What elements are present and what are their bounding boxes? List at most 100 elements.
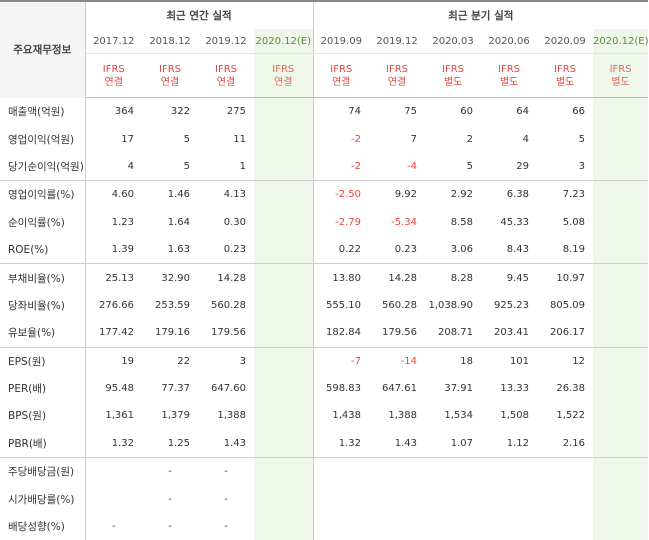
table-cell: 1,388: [388, 410, 418, 422]
consolidation-label: 별도: [499, 76, 519, 88]
table-cell: 179.56: [369, 319, 426, 348]
consolidation-label: 별도: [555, 76, 575, 88]
table-cell: 1,038.90: [428, 299, 474, 311]
table-cell: [537, 485, 593, 512]
table-cell: 5: [183, 133, 190, 145]
table-cell: [593, 512, 649, 540]
table-cell: 8.43: [481, 235, 538, 265]
table-cell: [593, 429, 649, 459]
table-cell: [593, 263, 649, 292]
row-label: ROE(%): [0, 235, 86, 265]
report-type-header: IFRS 별도: [481, 53, 538, 98]
period-header: 2020.12(E): [593, 29, 649, 54]
table-cell: -5.34: [391, 216, 418, 228]
table-row: 주당배당금(원) - -: [0, 457, 649, 486]
table-cell: 9.92: [394, 189, 418, 201]
table-cell: [369, 485, 425, 512]
table-cell: 177.42: [85, 319, 142, 348]
table-cell: 2: [466, 133, 474, 145]
table-cell: 60: [460, 106, 474, 118]
report-type-header: IFRS 연결: [85, 53, 142, 98]
table-cell: [313, 458, 369, 486]
table-cell: -14: [400, 355, 418, 367]
table-cell: 1.64: [167, 216, 190, 228]
report-standard-label: IFRS: [609, 63, 632, 75]
table-cell: [85, 458, 142, 486]
table-cell: [254, 347, 314, 375]
row-label: 당기순이익(억원): [0, 152, 86, 182]
table-cell: 32.90: [161, 272, 190, 284]
table-cell: 276.66: [99, 299, 134, 311]
consolidation-label: 연결: [216, 76, 236, 88]
table-cell: 1.32: [85, 429, 142, 459]
table-cell: [313, 513, 369, 540]
table-cell: -2: [351, 133, 362, 145]
period-header: 2019.12: [198, 29, 254, 54]
table-cell: -: [224, 466, 228, 478]
table-cell: -2.50: [335, 189, 362, 201]
table-cell: [593, 374, 649, 403]
table-cell: 206.17: [537, 319, 594, 348]
table-cell: [425, 513, 481, 540]
table-cell: [254, 263, 314, 292]
table-row: 당기순이익(억원) 4 5 1 -2 -4 5 29 3: [0, 152, 649, 182]
report-standard-label: IFRS: [159, 63, 181, 75]
report-type-header: IFRS 연결: [198, 53, 254, 98]
table-cell: 3: [239, 355, 246, 367]
report-type-header: IFRS 별도: [425, 53, 482, 98]
table-row: 당좌비율(%) 276.66 253.59 560.28 555.10 560.28 1,0…: [0, 291, 649, 320]
table-cell: [369, 458, 425, 486]
table-cell: [254, 125, 314, 153]
table-cell: [593, 152, 649, 182]
table-cell: 5: [142, 152, 198, 182]
table-row: 매출액(억원) 364 322 275 74 75 60 64 66: [0, 97, 649, 126]
row-label: 부채비율(%): [0, 263, 86, 292]
row-label: PBR(배): [0, 429, 86, 459]
table-cell: -: [168, 466, 172, 478]
row-label: 매출액(억원): [0, 97, 86, 126]
table-cell: [254, 512, 314, 540]
period-header: 2019.12: [369, 29, 426, 54]
table-cell: [369, 513, 425, 540]
table-cell: 5: [425, 152, 482, 182]
table-cell: 253.59: [155, 299, 190, 311]
table-cell: 5: [578, 133, 586, 145]
period-header: 2020.06: [481, 29, 538, 54]
table-cell: 6.38: [506, 189, 530, 201]
table-cell: 3.06: [425, 235, 482, 265]
quarterly-results-header: 최근 분기 실적: [313, 0, 649, 29]
table-cell: [254, 457, 314, 486]
table-cell: 1.32: [313, 429, 370, 459]
table-cell: [593, 125, 649, 153]
table-cell: [481, 485, 537, 512]
table-cell: 647.61: [382, 383, 418, 395]
table-cell: -: [111, 521, 116, 533]
table-cell: [425, 458, 481, 486]
table-cell: 805.09: [550, 299, 586, 311]
table-cell: [593, 208, 649, 236]
table-cell: -: [168, 493, 172, 505]
table-cell: [254, 97, 314, 126]
row-label: BPS(원): [0, 402, 86, 430]
report-standard-label: IFRS: [498, 63, 521, 75]
table-cell: [593, 347, 649, 375]
table-cell: 1.46: [167, 189, 190, 201]
table-cell: 75: [404, 106, 418, 118]
table-cell: -4: [369, 152, 426, 182]
table-cell: 64: [516, 106, 530, 118]
table-cell: 208.71: [425, 319, 482, 348]
table-cell: 0.30: [223, 216, 246, 228]
table-cell: 1,534: [444, 410, 474, 422]
table-row: 유보율(%) 177.42 179.16 179.56 182.84 179.56 208.…: [0, 319, 649, 348]
table-cell: [593, 319, 649, 348]
table-row: ROE(%) 1.39 1.63 0.23 0.22 0.23 3.06 8.43 8.19: [0, 235, 649, 265]
table-cell: 29: [481, 152, 538, 182]
table-cell: [254, 319, 314, 348]
table-cell: 179.16: [142, 319, 198, 348]
table-cell: [254, 180, 314, 209]
table-cell: 8.28: [450, 272, 474, 284]
table-cell: [425, 485, 481, 512]
table-cell: 1,438: [332, 410, 362, 422]
label-column-header: 주요재무정보: [0, 0, 86, 98]
table-cell: 560.28: [382, 299, 418, 311]
